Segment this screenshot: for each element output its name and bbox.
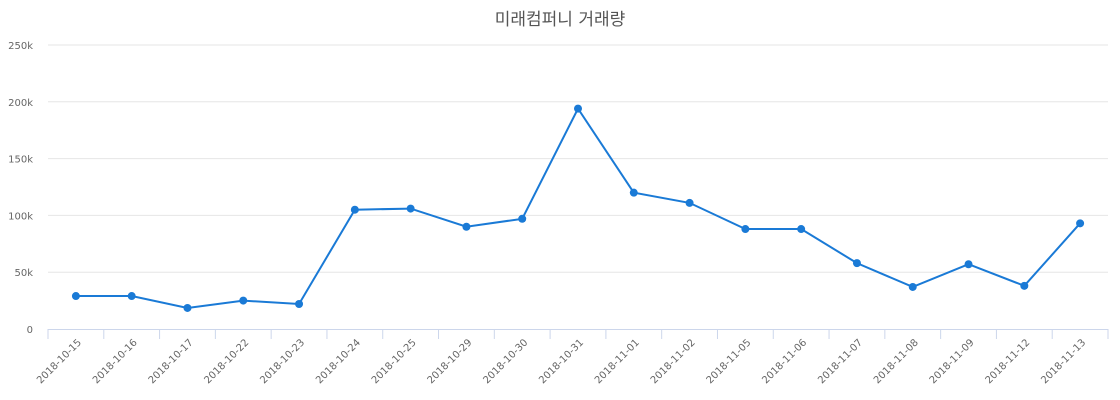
- data-point: [183, 303, 192, 312]
- y-tick-label: 50k: [14, 268, 33, 279]
- x-tick-label: 2018-10-17: [147, 337, 196, 386]
- x-tick-label: 2018-10-30: [481, 337, 530, 386]
- x-tick-label: 2018-11-13: [1039, 337, 1088, 386]
- y-tick-label: 250k: [8, 41, 33, 52]
- x-tick-label: 2018-11-08: [872, 337, 921, 386]
- x-tick-label: 2018-11-01: [593, 337, 642, 386]
- x-tick-label: 2018-10-24: [314, 337, 363, 386]
- data-point: [908, 282, 917, 291]
- series-line: [75, 106, 1081, 309]
- y-tick-label: 100k: [8, 211, 33, 222]
- data-point: [685, 198, 694, 207]
- data-point: [295, 300, 304, 309]
- x-tick-label: 2018-10-25: [370, 337, 419, 386]
- x-tick-label: 2018-10-23: [258, 337, 307, 386]
- x-tick-label: 2018-11-05: [705, 337, 754, 386]
- data-point: [239, 296, 248, 305]
- x-tick-label: 2018-10-31: [537, 337, 586, 386]
- data-point: [350, 205, 359, 214]
- x-tick-label: 2018-11-09: [928, 337, 977, 386]
- x-tick-label: 2018-10-22: [203, 337, 252, 386]
- data-point: [964, 260, 973, 269]
- x-tick-label: 2018-11-12: [984, 337, 1033, 386]
- data-point: [127, 292, 136, 301]
- data-point: [852, 259, 861, 268]
- x-tick-label: 2018-11-06: [760, 337, 809, 386]
- data-point: [741, 225, 750, 234]
- data-point: [71, 292, 80, 301]
- data-point: [797, 225, 806, 234]
- data-point: [574, 104, 582, 113]
- x-tick-label: 2018-11-07: [816, 337, 865, 386]
- chart-title: 미래컴퍼니 거래량: [494, 10, 626, 30]
- data-point: [629, 188, 638, 197]
- x-tick-label: 2018-10-15: [35, 337, 84, 386]
- y-tick-label: 200k: [8, 98, 33, 109]
- data-point: [406, 204, 415, 213]
- y-tick-label: 0: [27, 325, 33, 336]
- y-tick-label: 150k: [8, 155, 33, 166]
- x-tick-label: 2018-10-29: [426, 337, 475, 386]
- x-tick-label: 2018-11-02: [649, 337, 698, 386]
- data-point: [1020, 281, 1029, 290]
- data-point: [518, 214, 527, 223]
- x-tick-label: 2018-10-16: [91, 337, 140, 386]
- data-point: [1076, 219, 1085, 228]
- data-point: [462, 222, 471, 231]
